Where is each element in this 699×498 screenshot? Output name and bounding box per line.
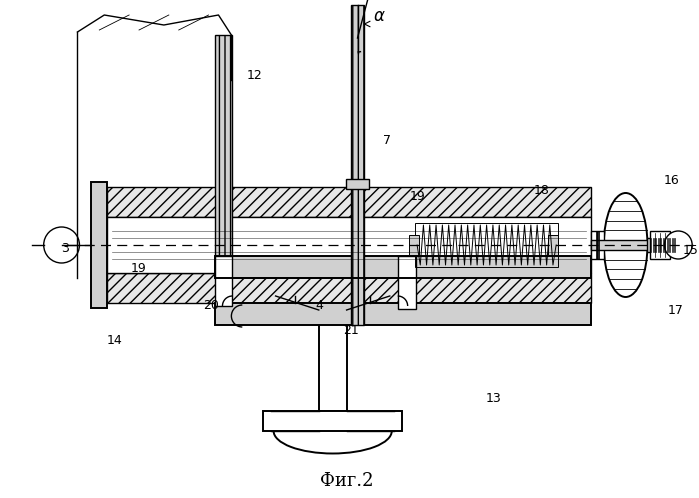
Bar: [548, 235, 558, 255]
Circle shape: [664, 231, 692, 259]
Bar: [263, 411, 402, 431]
Bar: [215, 303, 591, 325]
Bar: [345, 179, 370, 189]
Text: 20: 20: [203, 298, 219, 312]
Bar: [409, 235, 419, 255]
Circle shape: [44, 227, 80, 263]
Bar: [647, 238, 683, 252]
Text: 4: 4: [316, 298, 324, 312]
Bar: [591, 231, 604, 259]
Text: 12: 12: [246, 69, 262, 82]
Text: 16: 16: [663, 173, 679, 186]
Text: 19: 19: [131, 261, 147, 274]
Bar: [92, 182, 107, 308]
Bar: [415, 223, 558, 267]
Bar: [398, 256, 416, 309]
Bar: [215, 256, 591, 278]
Text: $\alpha$: $\alpha$: [373, 7, 386, 25]
Bar: [591, 240, 685, 250]
Bar: [107, 187, 591, 217]
Text: 13: 13: [486, 391, 501, 404]
Text: Фиг.2: Фиг.2: [320, 472, 374, 490]
Text: 21: 21: [343, 324, 359, 337]
Text: 17: 17: [668, 303, 683, 317]
Ellipse shape: [604, 193, 647, 297]
Bar: [215, 35, 232, 278]
Bar: [319, 296, 347, 411]
Bar: [107, 217, 591, 273]
Text: 18: 18: [533, 183, 549, 197]
Text: 19: 19: [409, 190, 425, 203]
Bar: [107, 273, 591, 303]
Text: 7: 7: [383, 133, 391, 146]
Text: 3: 3: [61, 242, 69, 254]
Bar: [650, 231, 670, 259]
Bar: [215, 256, 232, 306]
Text: 15: 15: [682, 244, 698, 256]
Bar: [351, 5, 364, 325]
Bar: [275, 278, 390, 296]
Text: 14: 14: [106, 334, 122, 347]
